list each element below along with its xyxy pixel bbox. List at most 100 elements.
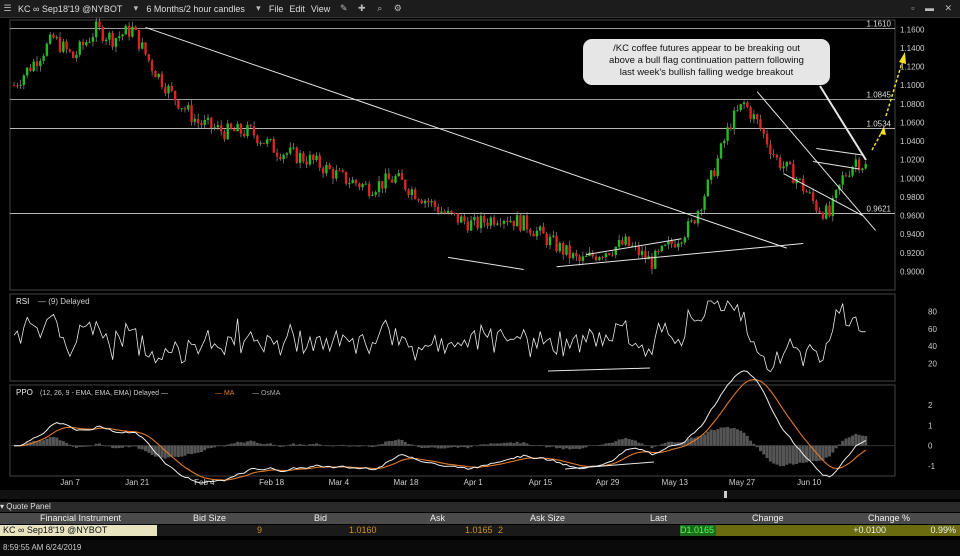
price-tick-label: 1.0800 [900, 100, 925, 109]
col-last[interactable]: Last [650, 513, 668, 523]
candle-body [338, 170, 341, 172]
osma-bar [140, 445, 144, 450]
candle-body [361, 184, 364, 188]
osma-bar [620, 439, 624, 446]
osma-bar [545, 445, 549, 448]
osma-bar [476, 445, 480, 447]
osma-bar [390, 440, 394, 446]
osma-bar [416, 445, 420, 448]
rsi-tick-label: 20 [928, 360, 937, 369]
candle-body [663, 244, 667, 246]
osma-bar [324, 445, 328, 446]
quote-panel-header[interactable]: ▾ Quote Panel [0, 502, 960, 512]
osma-bar [673, 442, 677, 446]
candle-body [233, 128, 236, 132]
osma-bar [278, 445, 282, 447]
osma-bar [35, 441, 39, 446]
menu-file[interactable]: File [268, 3, 284, 14]
candle-body [387, 173, 391, 180]
ppo-tick-label: -1 [928, 462, 936, 471]
zoom-icon[interactable]: ⌕ [377, 3, 383, 13]
candle-body [98, 21, 101, 28]
osma-bar [729, 428, 733, 446]
candle-body [749, 107, 752, 120]
candle-body [88, 41, 91, 43]
candle-body [561, 243, 565, 255]
osma-bar [518, 443, 522, 446]
crosshair-icon[interactable]: ✚ [358, 3, 366, 13]
candle-body [519, 215, 522, 231]
osma-bar [828, 445, 832, 457]
candle-body [131, 26, 134, 37]
osma-bar [824, 445, 828, 458]
x-tick-label: Apr 29 [596, 478, 620, 487]
osma-bar [505, 442, 509, 446]
candle-body [371, 194, 374, 196]
candle-body [134, 26, 137, 30]
candle-body [282, 154, 285, 160]
collapse-icon[interactable]: ▾ [0, 502, 5, 511]
osma-bar [32, 440, 36, 446]
osma-bar [834, 445, 838, 449]
candle-body [394, 176, 397, 183]
col-instrument[interactable]: Financial Instrument [40, 513, 122, 523]
candle-body [864, 164, 867, 169]
chart-area[interactable]: 1.1600 1.1400 1.1200 1.1000 1.0800 1.0600 1.04… [0, 16, 960, 500]
osma-bar [440, 445, 443, 449]
col-change-pct[interactable]: Change % [868, 513, 911, 523]
settings-icon[interactable]: ⚙ [393, 3, 402, 13]
col-ask-size[interactable]: Ask Size [530, 513, 566, 523]
osma-bar [65, 442, 69, 446]
candle-body [463, 216, 466, 222]
candle-body [608, 253, 611, 255]
drawing-tools-icon[interactable]: ✎ [340, 3, 348, 13]
menu-edit[interactable]: Edit [289, 3, 305, 14]
status-bar: 8:59:55 AM 6/24/2019 [0, 540, 960, 556]
dropdown-icon[interactable]: ▾ [133, 3, 139, 13]
instrument-cell[interactable]: KC ∞ Sep18'19 @NYBOT [0, 525, 157, 536]
price-tick-label: 1.1400 [900, 44, 925, 53]
candle-body [538, 226, 542, 231]
osma-bar [213, 445, 217, 448]
candle-body [805, 191, 808, 193]
osma-bar [745, 435, 749, 446]
candle-body [203, 119, 206, 125]
col-ask[interactable]: Ask [430, 513, 446, 523]
osma-bar [160, 445, 164, 458]
col-bid[interactable]: Bid [314, 513, 328, 523]
candle-body [782, 166, 785, 169]
menu-view[interactable]: View [310, 3, 331, 14]
ppo-title: PPO [16, 388, 33, 397]
candle-body [39, 60, 42, 67]
osma-bar [229, 443, 233, 446]
col-bid-size[interactable]: Bid Size [193, 513, 227, 523]
osma-bar [735, 429, 739, 446]
candle-body [210, 117, 213, 129]
symbol-selector[interactable]: KC ∞ Sep18'19 @NYBOT [18, 3, 123, 14]
osma-bar [170, 445, 174, 457]
col-change[interactable]: Change [752, 513, 784, 523]
level-label: 0.9621 [867, 205, 892, 214]
quote-row[interactable]: KC ∞ Sep18'19 @NYBOT 9 1.0160 1.0165 2 D… [0, 525, 960, 536]
candle-body [456, 213, 460, 223]
osma-bar [78, 445, 82, 447]
osma-bar [222, 445, 226, 447]
osma-bar [788, 445, 792, 464]
window-controls[interactable]: ▫ ▬ ✕ [911, 3, 956, 13]
trendline [586, 238, 682, 256]
candle-body [328, 164, 331, 169]
dropdown-icon[interactable]: ▾ [256, 3, 261, 13]
osma-bar [453, 445, 457, 447]
osma-bar [111, 445, 115, 449]
chart-menu-icon[interactable]: ☰ [3, 3, 12, 13]
osma-bar [752, 443, 756, 446]
candle-body [575, 253, 578, 257]
osma-bar [548, 445, 552, 448]
osma-bar [58, 440, 62, 446]
osma-bar [42, 440, 46, 446]
candle-body [410, 189, 414, 196]
osma-bar [578, 445, 582, 450]
candle-body [532, 233, 535, 237]
osma-bar [393, 440, 397, 446]
timeframe-selector[interactable]: 6 Months/2 hour candles [146, 3, 245, 14]
